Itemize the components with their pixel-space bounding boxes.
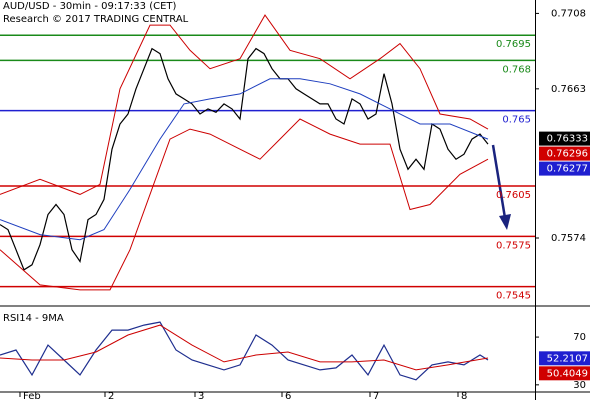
value-readout: 52.2107: [547, 353, 588, 364]
series-line: [0, 118, 489, 291]
x-tick-label: 8: [461, 391, 467, 400]
x-tick-label: 7: [373, 391, 379, 400]
value-readout: 50.4049: [547, 368, 588, 379]
value-readout: 0.76296: [547, 149, 588, 160]
chart-title: AUD/USD - 30min - 09:17:33 (CET): [3, 1, 177, 12]
value-readout: 0.76277: [547, 164, 588, 175]
series-line: [0, 321, 489, 381]
value-readout-box: [539, 146, 590, 161]
level-label: 0.7545: [496, 291, 531, 302]
value-readout: 0.76333: [547, 134, 588, 145]
value-readout-box: [539, 366, 590, 381]
x-tick-label: Feb: [23, 391, 41, 400]
y-tick-label: 0.7663: [551, 84, 586, 95]
y-tick-label: 0.7574: [551, 233, 586, 244]
value-readout-box: [539, 131, 590, 146]
value-readout-box: [539, 161, 590, 176]
y-tick-label: 70: [573, 332, 586, 343]
y-tick-label: 0.7708: [551, 8, 586, 19]
value-readout-box: [539, 351, 590, 366]
target-arrow: [491, 144, 511, 230]
series-line: [0, 47, 489, 271]
panel-title: RSI14 - 9MA: [3, 313, 64, 324]
x-tick-label: 2: [108, 391, 114, 400]
series-line: [0, 324, 489, 371]
x-tick-label: 3: [198, 391, 204, 400]
series-line: [0, 78, 489, 241]
level-label: 0.7695: [496, 39, 531, 50]
level-label: 0.765: [502, 115, 531, 126]
level-label: 0.7575: [496, 240, 531, 251]
level-label: 0.7605: [496, 190, 531, 201]
level-label: 0.768: [502, 64, 531, 75]
x-tick-label: 6: [285, 391, 291, 400]
y-tick-label: 30: [573, 380, 586, 391]
series-line: [0, 14, 489, 195]
chart-subtitle: Research © 2017 TRADING CENTRAL: [3, 14, 189, 25]
